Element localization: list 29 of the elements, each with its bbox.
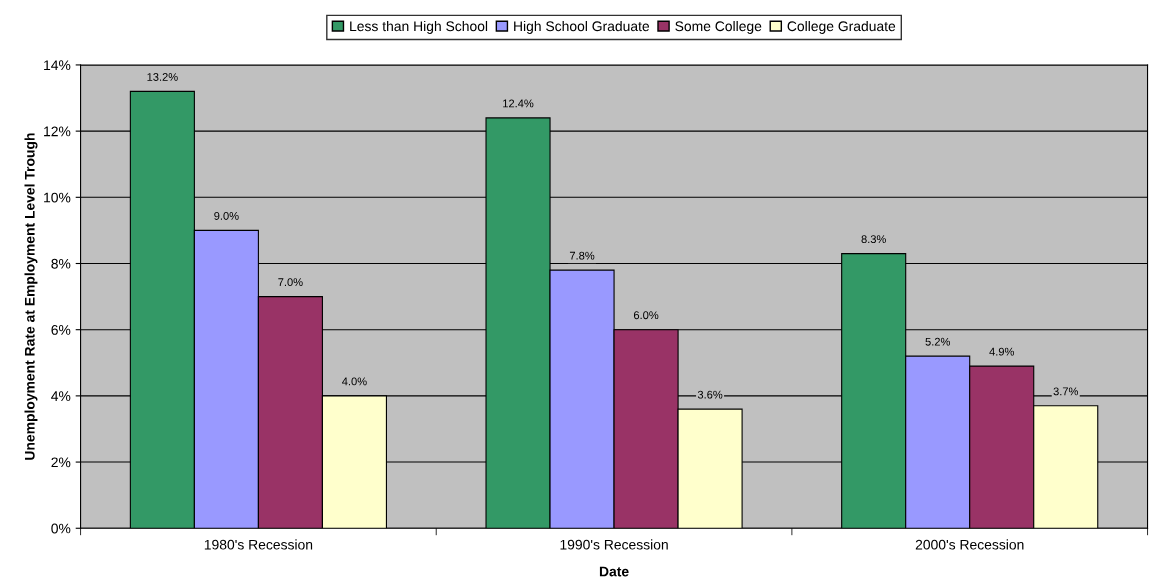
y-tick-label: 6% (51, 325, 71, 335)
x-tick-label: 2000's Recession (915, 539, 1024, 550)
data-label: 3.6% (697, 390, 723, 399)
y-axis-title: Unemployment Rate at Employment Level Trough (24, 133, 38, 460)
legend-label: Less than High School (350, 20, 488, 34)
y-tick-label: 8% (51, 258, 71, 269)
y-tick-label: 12% (44, 126, 71, 137)
data-label: 4.9% (989, 347, 1014, 356)
data-label: 9.0% (214, 212, 239, 220)
x-tick-label: 1980's Recession (204, 539, 313, 550)
y-tick-label: 14% (44, 60, 71, 71)
y-tick-label: 0% (51, 523, 71, 534)
data-label: 7.0% (278, 278, 303, 287)
data-label: 12.4% (503, 99, 534, 108)
legend-label: College Graduate (787, 20, 896, 34)
data-label: 8.3% (861, 235, 886, 244)
x-axis-title: Date (599, 566, 629, 577)
data-label: 5.2% (925, 337, 950, 346)
data-label: 6.0% (633, 311, 659, 320)
y-tick-label: 2% (51, 457, 71, 468)
y-tick-label: 4% (51, 391, 71, 401)
data-label: 3.7% (1053, 387, 1079, 396)
data-label: 4.0% (342, 377, 367, 386)
data-label: 13.2% (147, 73, 178, 81)
y-tick-label: 10% (44, 192, 71, 203)
legend-label: High School Graduate (514, 20, 650, 34)
x-tick-label: 1990's Recession (560, 539, 668, 550)
legend-label: Some College (675, 20, 762, 34)
data-label: 7.8% (569, 251, 595, 260)
